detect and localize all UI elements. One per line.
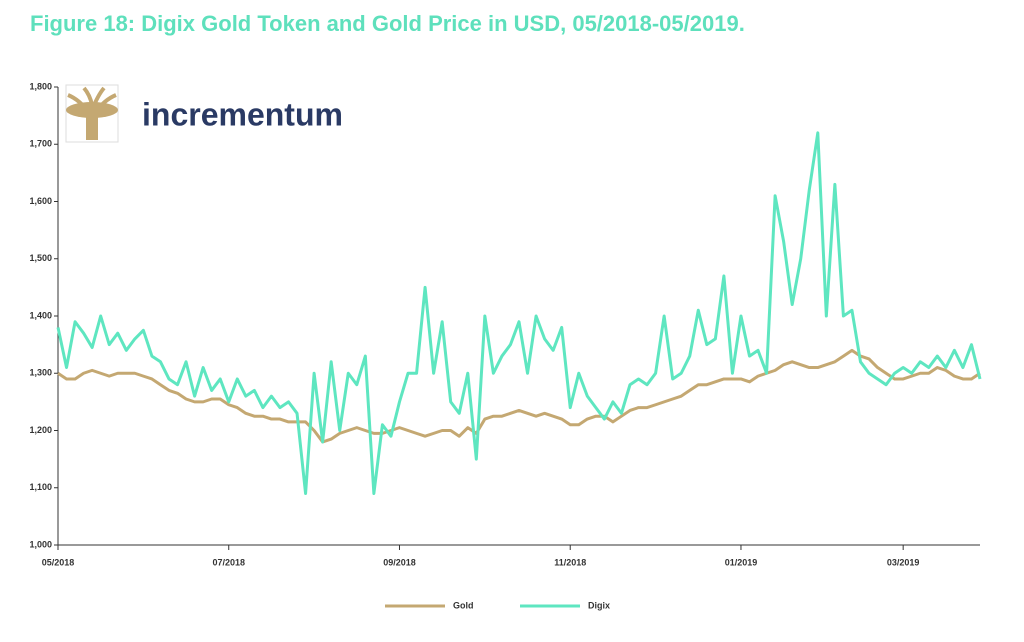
logo-text: incrementum (142, 96, 343, 132)
y-tick-label: 1,600 (29, 196, 52, 206)
y-tick-label: 1,400 (29, 310, 52, 320)
y-tick-label: 1,100 (29, 482, 52, 492)
line-digix (56, 131, 982, 495)
legend-label: Gold (453, 600, 474, 610)
line-gold (57, 348, 981, 444)
x-tick-label: 07/2018 (212, 557, 245, 567)
logo-icon (65, 84, 119, 143)
x-tick-label: 01/2019 (725, 557, 758, 567)
chart-title: Figure 18: Digix Gold Token and Gold Pri… (30, 11, 745, 36)
x-tick-label: 05/2018 (42, 557, 75, 567)
y-tick-label: 1,800 (29, 81, 52, 91)
y-tick-label: 1,500 (29, 253, 52, 263)
legend-label: Digix (588, 600, 610, 610)
y-tick-label: 1,200 (29, 425, 52, 435)
x-tick-label: 03/2019 (887, 557, 920, 567)
x-tick-label: 09/2018 (383, 557, 416, 567)
x-tick-label: 11/2018 (554, 557, 586, 567)
y-tick-label: 1,000 (29, 539, 52, 549)
y-tick-label: 1,300 (29, 368, 52, 378)
y-tick-label: 1,700 (29, 139, 52, 149)
